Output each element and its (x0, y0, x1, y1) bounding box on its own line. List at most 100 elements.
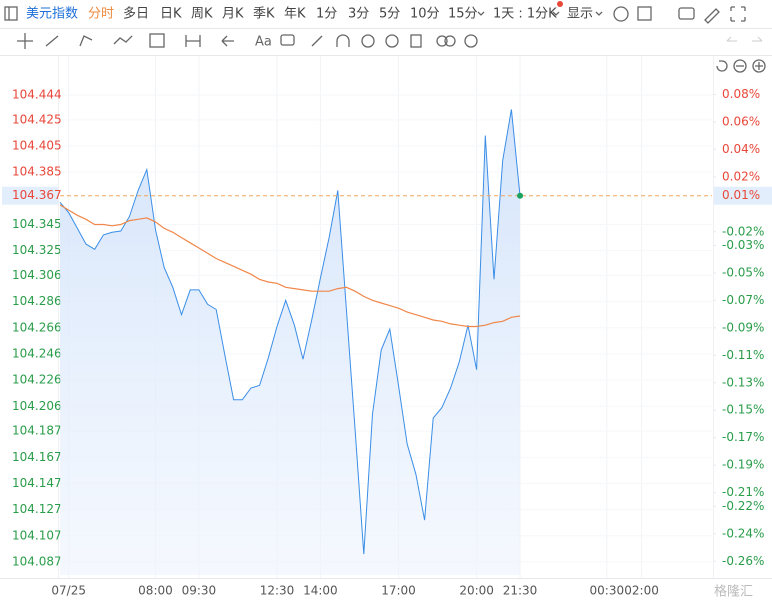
period-tab[interactable]: 5分 (379, 7, 400, 22)
x-tick-label: 14:00 (303, 584, 338, 598)
y2-tick-label: -0.24% (722, 526, 764, 540)
y2-tick-label: -0.17% (722, 430, 764, 444)
y-tick-label: 104.206 (12, 399, 62, 413)
area-fill (60, 109, 521, 576)
price-line (59, 109, 521, 555)
x-tick-label: 20:00 (459, 584, 494, 598)
y-tick-label: 104.087 (12, 554, 62, 568)
wave-tool[interactable] (113, 35, 133, 45)
ruler-tool[interactable] (311, 35, 323, 47)
x-tick-label: 09:30 (182, 584, 217, 598)
reset-zoom[interactable] (716, 60, 728, 72)
y2-tick-label: -0.21% (722, 485, 764, 499)
y-tick-label: 104.147 (12, 476, 62, 490)
draw-icon[interactable] (704, 8, 720, 24)
current-change-bg (714, 186, 772, 205)
fib-tool[interactable] (149, 33, 165, 48)
polyline-tool[interactable] (79, 35, 93, 47)
undo[interactable] (726, 36, 737, 42)
period-tab[interactable]: 季K (253, 7, 275, 22)
period-tab[interactable]: 3分 (348, 7, 369, 22)
y-tick-label: 104.425 (12, 112, 62, 126)
x-tick-label: 02:00 (624, 584, 659, 598)
period-tab[interactable]: 1分 (316, 7, 337, 22)
period-tab[interactable]: 15分 (448, 7, 478, 22)
period-tab[interactable]: 10分 (410, 7, 440, 22)
compare-tool[interactable] (436, 35, 448, 47)
y-tick-label: 104.405 (12, 139, 62, 153)
y2-tick-label: -0.02% (722, 224, 764, 238)
x-tick-label: 17:00 (381, 584, 416, 598)
toolbar-bg (0, 0, 772, 55)
x-tick-label: 07/25 (51, 584, 86, 598)
y2-tick-label: -0.26% (722, 554, 764, 568)
period-tab[interactable]: 年K (284, 7, 306, 22)
layout-icon[interactable] (637, 6, 652, 21)
y2-tick-label: -0.13% (722, 375, 764, 389)
y2-tick-label: -0.22% (722, 499, 764, 513)
display-menu[interactable]: 显示 (567, 7, 593, 22)
y-tick-label: 104.127 (12, 502, 62, 516)
redo[interactable] (752, 36, 763, 42)
period-tab[interactable]: 日K (160, 7, 182, 22)
arrow-tool[interactable] (221, 35, 234, 47)
x-tick-label: 08:00 (138, 584, 173, 598)
magnet-tool[interactable] (336, 34, 350, 47)
zoom-in[interactable] (752, 59, 766, 73)
period-tab[interactable]: 周K (191, 7, 213, 22)
line-tool[interactable] (45, 35, 59, 47)
y2-tick-label: -0.19% (722, 458, 764, 472)
hide-tool[interactable] (385, 34, 399, 48)
y-tick-label: 104.444 (12, 88, 62, 102)
zoom-controls (716, 59, 766, 73)
y-tick-label: 104.107 (12, 528, 62, 542)
y-tick-label: 104.266 (12, 320, 62, 334)
y2-tick-label: -0.09% (722, 320, 764, 334)
sidebar-icon[interactable] (4, 6, 18, 21)
symbol[interactable]: 美元指数 (26, 7, 78, 22)
y-tick-label: 104.286 (12, 294, 62, 308)
note-tool[interactable] (280, 34, 295, 46)
drawing-tools: Aa (17, 33, 763, 50)
measure-tool[interactable] (185, 35, 201, 47)
period-tab[interactable]: 多日 (123, 6, 149, 22)
y2-tick-label: -0.07% (722, 293, 764, 307)
y2-tick-label: 0.06% (722, 114, 760, 128)
tool-settings[interactable] (464, 34, 478, 48)
zoom-out[interactable] (733, 59, 747, 73)
y2-tick-label: -0.11% (722, 348, 764, 362)
current-change-label: 0.01% (722, 188, 760, 202)
tabs: 美元指数 分时 多日 日K 周K 月K 季K 年K 1分 3分 5分 10分 15分 1天 : 1分K 显示 (26, 6, 603, 22)
period-tab[interactable]: 分时 (88, 7, 114, 22)
notice-dot (557, 1, 563, 7)
y2-tick-label: 0.02% (722, 169, 760, 183)
toolbar-right-icons (613, 6, 746, 24)
y2-tick-label: -0.05% (722, 265, 764, 279)
y-tick-label: 104.325 (12, 243, 62, 257)
lock-tool[interactable] (361, 34, 375, 48)
y-tick-label: 104.167 (12, 450, 62, 464)
period-select[interactable]: 1天 : 1分K (493, 7, 557, 22)
y2-tick-label: 0.04% (722, 142, 760, 156)
text-tool-icon[interactable]: Aa (255, 35, 272, 50)
y-tick-label: 104.306 (12, 268, 62, 282)
delete-tool[interactable] (410, 34, 422, 48)
move-tool[interactable] (17, 33, 33, 49)
settings-icon[interactable] (613, 6, 629, 22)
period-tab[interactable]: 月K (222, 7, 244, 22)
watermark: 格隆汇 (714, 584, 753, 600)
x-tick-label: 12:30 (260, 584, 295, 598)
fullscreen-icon[interactable] (730, 6, 746, 22)
y-tick-label: 104.226 (12, 373, 62, 387)
zoom-in-sign (755, 62, 763, 70)
last-point (517, 192, 524, 199)
y-tick-label: 104.345 (12, 217, 62, 231)
y-tick-label: 104.385 (12, 165, 62, 179)
compare-tool-b[interactable] (444, 35, 456, 47)
current-price-bg (2, 186, 58, 205)
plot: 07/25 08:00 09:30 12:30 14:00 17:00 20:00 21:30… (0, 56, 772, 598)
camera-icon[interactable] (678, 7, 695, 20)
chevron (552, 11, 560, 16)
